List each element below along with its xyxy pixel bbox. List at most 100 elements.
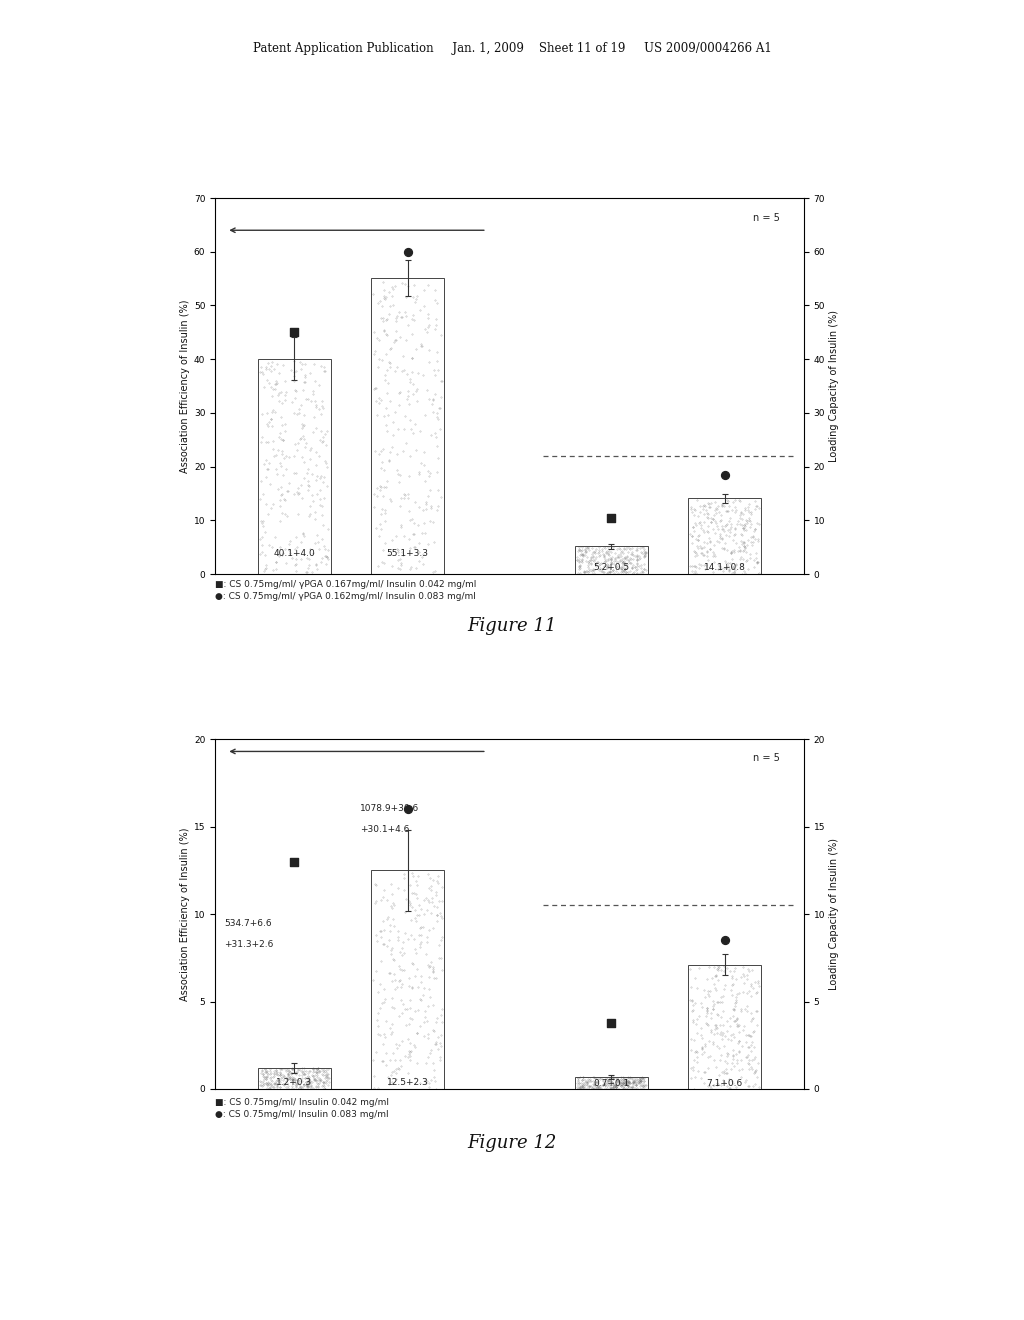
Point xyxy=(379,890,395,911)
Point xyxy=(586,550,602,572)
Point xyxy=(695,537,712,558)
Point xyxy=(724,500,740,521)
Point xyxy=(281,1060,297,1081)
Point xyxy=(720,519,736,540)
Point xyxy=(625,562,641,583)
Point xyxy=(376,991,392,1012)
Point xyxy=(268,1072,285,1093)
Point xyxy=(308,554,325,576)
Point xyxy=(631,1072,647,1093)
Point xyxy=(321,1068,337,1089)
Point xyxy=(738,982,755,1003)
Point xyxy=(588,1074,604,1096)
Point xyxy=(425,512,441,533)
Point xyxy=(609,552,626,573)
Point xyxy=(618,558,635,579)
Point xyxy=(596,545,612,566)
Point xyxy=(305,354,322,375)
Point xyxy=(384,1022,400,1043)
Point xyxy=(267,374,284,395)
Point xyxy=(701,986,718,1007)
Point xyxy=(314,495,331,516)
Point xyxy=(310,446,327,467)
Point xyxy=(428,968,444,989)
Point xyxy=(288,561,304,582)
Point xyxy=(258,466,274,487)
Point xyxy=(375,308,391,329)
Point xyxy=(394,360,411,381)
Point xyxy=(685,516,701,537)
Point xyxy=(744,531,761,552)
Point xyxy=(600,1071,616,1092)
Point xyxy=(318,1064,335,1085)
Point xyxy=(575,1076,592,1097)
Point xyxy=(717,1051,733,1072)
Point xyxy=(316,1076,333,1097)
Point xyxy=(276,384,293,405)
Point xyxy=(298,1074,314,1096)
Point xyxy=(635,1074,651,1096)
Point xyxy=(746,1063,763,1084)
Point xyxy=(581,1071,597,1092)
Point xyxy=(410,362,426,383)
Point xyxy=(263,498,280,519)
Point xyxy=(313,1059,330,1080)
Point xyxy=(574,1069,591,1090)
Point xyxy=(307,371,324,392)
Point xyxy=(696,979,713,1001)
Point xyxy=(737,1024,754,1045)
Point xyxy=(416,977,432,998)
Point xyxy=(593,1077,609,1098)
Point xyxy=(691,557,708,578)
Point xyxy=(411,925,427,946)
Point xyxy=(703,1019,720,1040)
Point xyxy=(429,873,445,894)
Text: ●: CS 0.75mg/ml/ Insulin 0.083 mg/ml: ●: CS 0.75mg/ml/ Insulin 0.083 mg/ml xyxy=(215,1110,389,1119)
Point xyxy=(611,557,628,578)
Point xyxy=(742,1003,759,1024)
Point xyxy=(616,558,633,579)
Point xyxy=(276,371,293,392)
Point xyxy=(719,513,735,535)
Point xyxy=(570,539,587,560)
Point xyxy=(737,1072,754,1093)
Point xyxy=(709,1035,725,1056)
Point xyxy=(616,1072,633,1093)
Point xyxy=(733,1067,750,1088)
Point xyxy=(279,381,295,403)
Point xyxy=(401,1032,418,1053)
Point xyxy=(257,1061,273,1082)
Point xyxy=(315,1060,332,1081)
Point xyxy=(720,1043,736,1064)
Point xyxy=(369,960,385,981)
Point xyxy=(280,1063,296,1084)
Point xyxy=(422,956,438,977)
Point xyxy=(716,1036,732,1057)
Point xyxy=(700,549,717,570)
Point xyxy=(682,990,698,1011)
Point xyxy=(719,1020,735,1041)
Point xyxy=(372,920,388,941)
Point xyxy=(374,296,390,317)
Point xyxy=(623,1068,639,1089)
Point xyxy=(726,561,742,582)
Point xyxy=(294,417,310,438)
Point xyxy=(433,1011,450,1032)
Point xyxy=(581,553,597,574)
Point xyxy=(736,562,753,583)
Point xyxy=(409,1052,425,1073)
Point xyxy=(369,478,385,499)
Point xyxy=(731,1014,748,1035)
Point xyxy=(616,546,633,568)
Point xyxy=(600,1069,616,1090)
Point xyxy=(409,380,425,401)
Point xyxy=(384,276,400,297)
Point xyxy=(695,544,712,565)
Point xyxy=(390,418,407,440)
Point xyxy=(732,491,749,512)
Point xyxy=(402,371,419,392)
Point xyxy=(255,1064,271,1085)
Bar xyxy=(574,546,648,574)
Point xyxy=(709,1018,725,1039)
Point xyxy=(749,495,765,516)
